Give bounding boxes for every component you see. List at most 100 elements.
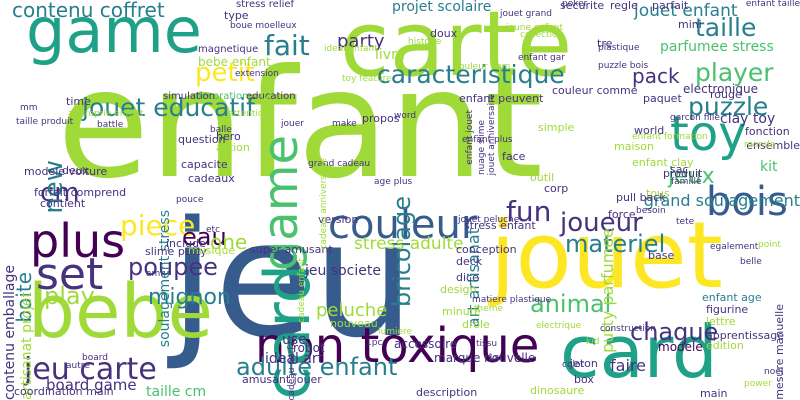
word-livre: livre [375, 47, 406, 63]
word-parfait: parfait [652, 0, 689, 12]
word-couleur: couleur [328, 202, 478, 248]
word-projet-scolaire: projet scolaire [392, 0, 492, 15]
word-balle: balle [210, 125, 232, 135]
word-piece: piece [120, 209, 196, 242]
word-jeu-societe: jeu societe [305, 263, 381, 279]
word-couleur-comme: couleur comme [552, 84, 638, 97]
word-contenu-emballage: contenu emballage [2, 264, 18, 400]
word-noel: noel [764, 367, 784, 377]
word-forfait-comprend: forfait comprend [34, 186, 127, 199]
word-cadeaux: cadeaux [188, 172, 235, 185]
word-jeton: jeton [570, 357, 598, 370]
word-cadeau-parfait: cadeau parfait [287, 334, 297, 400]
word-besoin: besoin [636, 206, 666, 216]
word-decoration: decoration [195, 91, 249, 102]
word-tissu: tissu [476, 339, 498, 349]
word-belle: belle [740, 257, 762, 267]
word-securite: securite [560, 0, 605, 12]
word-art: art [256, 96, 269, 106]
word-grand-soulagement: grand soulagement [643, 191, 800, 210]
word-lettre: lettre [706, 315, 736, 328]
word-cm: cm [40, 178, 80, 208]
word-peluche: peluche [316, 300, 388, 321]
word-nuage-slime: nuage slime [477, 120, 487, 176]
word-taille: taille [695, 13, 757, 42]
word-simple: simple [538, 121, 575, 134]
word-chaque: chaque [630, 318, 719, 346]
word-electrique: electrique [536, 321, 582, 331]
word-enfant-formation: enfant formation [632, 132, 708, 142]
word-musique: musique [188, 244, 236, 257]
word-drole: drole [462, 318, 490, 331]
word-question: question [178, 133, 226, 146]
word-deck: deck [456, 255, 483, 268]
word-set: set [36, 249, 104, 300]
word-rouge: rouge [710, 88, 742, 101]
word-slime-putty: slime putty [145, 245, 207, 258]
word-game: game [26, 0, 202, 67]
word-puzzle-bois: puzzle bois [598, 61, 649, 71]
word-type: type [224, 9, 249, 22]
word-doux: doux [430, 27, 458, 40]
word-jeune-enfant: jeune enfant [506, 23, 564, 33]
word-adulte-enfant: adulte enfant [236, 353, 398, 381]
word-bebe: bebe [28, 269, 213, 355]
word-design: design [440, 283, 477, 296]
word-famille: famille [671, 177, 702, 187]
word-jouet-peluche: jouet peluche [458, 215, 520, 225]
word-one: one [210, 230, 248, 254]
word-jeux: jeux [668, 164, 715, 189]
word-outil: outil [530, 171, 555, 184]
word-1x: 1x [488, 353, 500, 363]
word-super-amusant: super amusant [250, 243, 333, 256]
word-petit: petit [195, 58, 256, 88]
word-non-toxique: non toxique [255, 318, 540, 374]
word-action: action [216, 141, 250, 154]
word-animal: animal [530, 290, 612, 318]
word-collection: collection [520, 30, 564, 40]
word-histoire: histoire [408, 37, 442, 47]
word-putty-parfumee: putty parfumee [598, 228, 617, 353]
word-apprentissage: apprentissage [706, 329, 785, 342]
word-plastique: plastique [598, 43, 640, 53]
word-marque-nouvelle: marque nouvelle [434, 351, 536, 365]
word-garcon-fille: garcon fille [670, 113, 720, 123]
word-autre: autre [66, 361, 90, 371]
word-edition: edition [706, 339, 744, 352]
word-cadeau-enfant: cadeau enfant [297, 258, 307, 323]
word-accessoire: accessoire [394, 337, 458, 351]
word-boue-moelleux: boue moelleux [230, 21, 297, 31]
word-description: description [416, 386, 478, 399]
word-kit: kit [760, 159, 778, 175]
word-bois: bois [706, 179, 788, 225]
word-stress-relief: stress relief [236, 0, 295, 10]
word-color: color [562, 360, 585, 370]
word-corp: corp [544, 182, 569, 195]
word-figurine: figurine [706, 303, 749, 316]
word-jouet: jouet [490, 202, 723, 309]
word-point: point [758, 240, 781, 250]
word-mesure-manuelle: mesure manuelle [773, 304, 786, 400]
word-battle: battle [97, 120, 124, 130]
word-amusant-jouer: amusant jouer [242, 373, 322, 386]
word-fonction: fonction [745, 125, 790, 138]
word-age-plus: age plus [374, 177, 413, 187]
word-theme: theme [474, 304, 504, 314]
word-deux: deux [62, 164, 90, 177]
word-pack: pack [632, 64, 680, 88]
word-mignon: mignon [148, 285, 231, 310]
word-couleur-nom: couleur nom [454, 62, 511, 72]
word-construction: construction [600, 324, 656, 334]
word-matiere-plastique: matiere plastique [472, 295, 552, 305]
word-poker: poker [562, 0, 588, 9]
word-use: use [282, 332, 307, 348]
word-minute: minute [442, 305, 481, 318]
word-fait: fait [264, 29, 310, 62]
word-modele: modele [658, 340, 703, 354]
word-player: player [695, 58, 774, 87]
word-lumiere: lumiere [378, 327, 413, 337]
word-enfant-gar: enfant gar [518, 53, 565, 63]
word-robot: robot [293, 341, 325, 355]
word-time: time [66, 95, 91, 108]
